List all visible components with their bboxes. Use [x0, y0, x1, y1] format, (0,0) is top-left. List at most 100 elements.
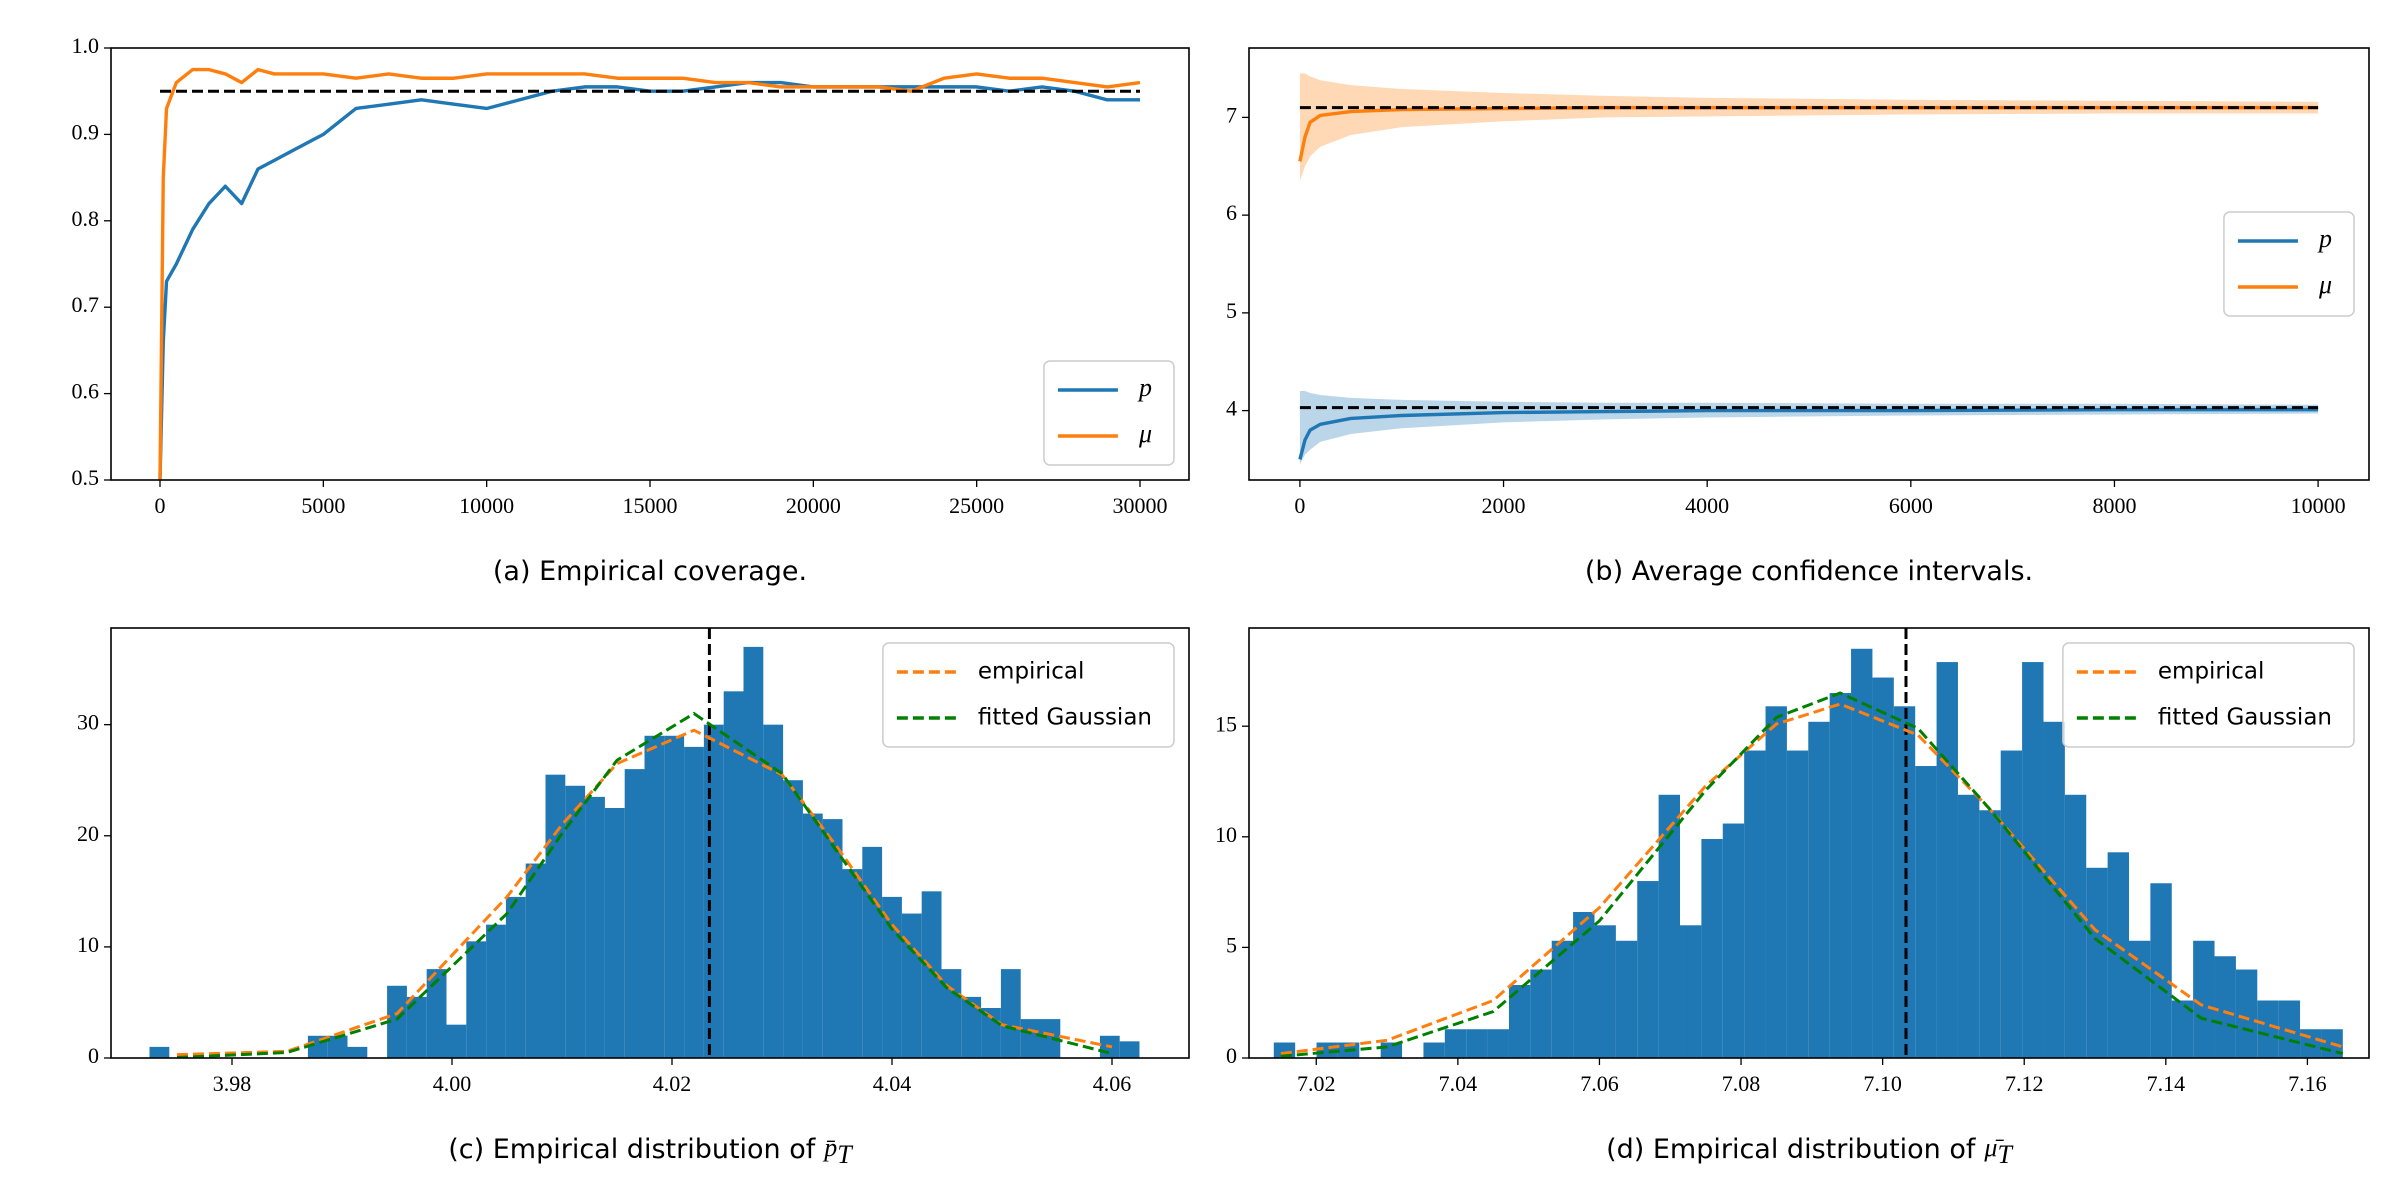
histogram-bar: [2150, 883, 2172, 1058]
series-line: [158, 67, 1141, 480]
legend-label: μ: [2318, 270, 2332, 299]
x-tick-label: 10000: [459, 493, 514, 518]
histogram-bar: [585, 796, 605, 1058]
histogram-bar: [703, 724, 724, 1058]
caption-subscript: T: [1997, 1140, 2013, 1169]
histogram-bar: [2257, 1000, 2279, 1058]
caption-subscript: T: [837, 1140, 853, 1169]
x-tick-label: 7.14: [2147, 1071, 2186, 1096]
histogram-bar: [525, 863, 546, 1058]
y-tick-label: 6: [1226, 200, 1237, 225]
caption-text: (c) Empirical distribution of: [448, 1134, 817, 1165]
histogram-bar: [2235, 969, 2258, 1058]
histogram-bar: [1786, 750, 1809, 1058]
histogram-bar: [802, 813, 823, 1058]
histogram-bar: [406, 996, 427, 1058]
histogram-bar: [1829, 693, 1852, 1058]
x-tick-label: 7.06: [1580, 1071, 1619, 1096]
caption: (b) Average confidence intervals.: [1585, 556, 2033, 587]
legend: empirical fitted Gaussian: [2062, 642, 2355, 748]
x-tick-label: 4.02: [653, 1071, 692, 1096]
histogram-bar: [2193, 940, 2215, 1058]
histogram-bar: [941, 969, 962, 1058]
legend-box: [882, 642, 1175, 748]
caption: (a) Empirical coverage.: [493, 556, 807, 587]
legend: empirical fitted Gaussian: [882, 642, 1175, 748]
axes-frame: [1248, 627, 2370, 1059]
histogram-bar: [763, 724, 784, 1058]
x-tick-label: 5000: [301, 493, 345, 518]
legend-label: μ: [1138, 419, 1152, 448]
y-tick-label: 0: [1226, 1043, 1237, 1068]
histogram-bar: [743, 646, 764, 1058]
histogram-bar: [1444, 1029, 1467, 1058]
caption: (d) Empirical distribution of μ̄T: [1606, 1133, 2013, 1169]
legend-label: p: [2317, 224, 2332, 253]
histogram-bar: [1744, 750, 1766, 1058]
histogram-bar: [1979, 810, 2001, 1058]
density-curve: [1280, 691, 2344, 1058]
caption: (c) Empirical distribution of p̄T: [448, 1133, 853, 1169]
histogram-bar: [1680, 925, 1702, 1058]
legend: pμ: [1043, 360, 1175, 466]
histogram-bar: [466, 941, 487, 1058]
histogram-bar: [387, 985, 407, 1058]
y-tick-label: 0.6: [72, 379, 100, 404]
plot-area: [1273, 628, 2344, 1058]
histogram-bar: [545, 774, 566, 1058]
histogram-bar: [149, 1046, 170, 1058]
histogram-bar: [1765, 706, 1787, 1058]
density-curve: [176, 711, 1113, 1058]
x-tick-label: 20000: [786, 493, 841, 518]
histogram-bar: [1722, 823, 1745, 1058]
histogram-bar: [862, 846, 883, 1058]
histogram-bar: [842, 869, 863, 1058]
histogram-bar: [2107, 852, 2129, 1058]
x-tick-label: 4.06: [1093, 1071, 1132, 1096]
histogram-bar: [684, 746, 704, 1058]
y-tick-label: 5: [1226, 932, 1237, 957]
legend-label: fitted Gaussian: [978, 705, 1152, 731]
histogram-bar: [1872, 677, 1894, 1058]
histogram-bar: [505, 896, 526, 1058]
y-tick-label: 10: [77, 932, 99, 957]
x-tick-label: 2000: [1482, 493, 1526, 518]
histogram-bar: [723, 691, 744, 1058]
histogram-bar: [1040, 1019, 1061, 1058]
histogram-bar: [961, 996, 982, 1058]
histogram-bar: [822, 819, 843, 1058]
histogram-bar: [2000, 750, 2023, 1058]
histogram-bar: [1119, 1041, 1140, 1058]
histogram-bar: [1615, 940, 1638, 1058]
plot-area: [149, 628, 1140, 1058]
x-tick-label: 8000: [2092, 493, 2136, 518]
x-tick-label: 6000: [1889, 493, 1933, 518]
y-tick-label: 5: [1226, 298, 1237, 323]
plot-area: [158, 67, 1141, 480]
histogram-bar: [1551, 940, 1574, 1058]
x-tick-label: 0: [1294, 493, 1305, 518]
histogram-bar: [565, 785, 586, 1058]
x-tick-label: 7.02: [1297, 1071, 1336, 1096]
x-tick-label: 3.98: [213, 1071, 252, 1096]
x-tick-label: 7.16: [2288, 1071, 2327, 1096]
histogram-bar: [1020, 1019, 1041, 1058]
histogram-bar: [624, 769, 645, 1058]
histogram-bar: [2064, 794, 2087, 1058]
y-tick-label: 0: [88, 1043, 99, 1068]
x-tick-label: 30000: [1113, 493, 1168, 518]
histogram-bar: [1851, 648, 1873, 1058]
histogram-bar: [1893, 706, 1916, 1058]
x-tick-label: 4.00: [433, 1071, 472, 1096]
x-tick-label: 10000: [2291, 493, 2346, 518]
histogram-bar: [1423, 1042, 1445, 1058]
legend-box: [2062, 642, 2355, 748]
legend-box: [2223, 211, 2355, 317]
caption-text: (b) Average confidence intervals.: [1585, 556, 2033, 587]
histogram-bar: [1957, 794, 1980, 1058]
histogram-bar: [2129, 940, 2151, 1058]
histogram-bar: [1530, 969, 1552, 1058]
y-tick-label: 1.0: [72, 33, 100, 58]
